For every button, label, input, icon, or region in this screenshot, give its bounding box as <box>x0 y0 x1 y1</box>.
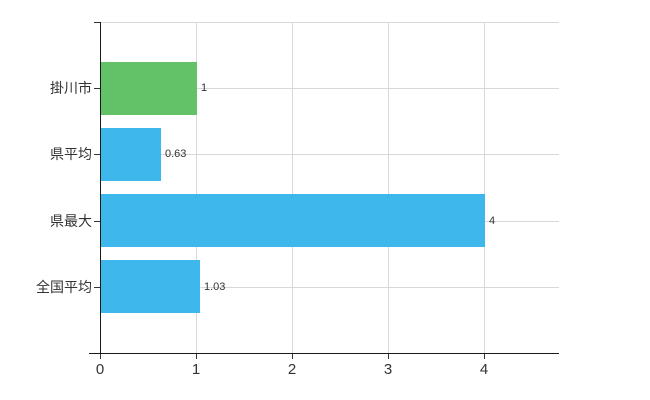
grid-line-horizontal <box>100 154 559 155</box>
grid-line-vertical <box>196 22 198 353</box>
category-label: 県最大 <box>50 213 92 229</box>
x-tick-label: 1 <box>191 361 201 378</box>
grid-line-top <box>100 22 559 23</box>
bar-value-label: 1.03 <box>204 281 226 293</box>
x-tick <box>196 354 197 359</box>
bar-全国平均[interactable] <box>101 260 200 313</box>
y-tick <box>94 88 100 89</box>
x-tick <box>100 354 101 359</box>
grid-line-vertical <box>484 22 486 353</box>
x-tick <box>292 354 293 359</box>
y-tick <box>94 221 100 222</box>
x-tick <box>484 354 485 359</box>
x-tick-label: 3 <box>383 361 393 378</box>
x-tick-label: 0 <box>95 361 105 378</box>
y-tick <box>94 154 100 155</box>
grid-line-horizontal <box>100 88 559 89</box>
bar-掛川市[interactable] <box>101 62 197 115</box>
x-tick <box>388 354 389 359</box>
x-tick-label: 4 <box>479 361 489 378</box>
category-label: 全国平均 <box>36 279 92 295</box>
bar-value-label: 4 <box>489 215 496 227</box>
category-label: 掛川市 <box>50 80 92 96</box>
bar-県最大[interactable] <box>101 194 485 247</box>
bar-value-label: 1 <box>201 82 208 94</box>
y-axis-line <box>100 22 101 358</box>
grid-line-vertical <box>388 22 390 353</box>
x-tick-label: 2 <box>287 361 297 378</box>
x-axis-line <box>89 353 559 354</box>
grid-line-horizontal <box>100 287 559 288</box>
bar-value-label: 0.63 <box>165 148 187 160</box>
y-tick <box>94 287 100 288</box>
category-label: 県平均 <box>50 146 92 162</box>
y-tick <box>94 22 100 23</box>
grid-line-vertical <box>292 22 294 353</box>
bar-県平均[interactable] <box>101 128 161 181</box>
